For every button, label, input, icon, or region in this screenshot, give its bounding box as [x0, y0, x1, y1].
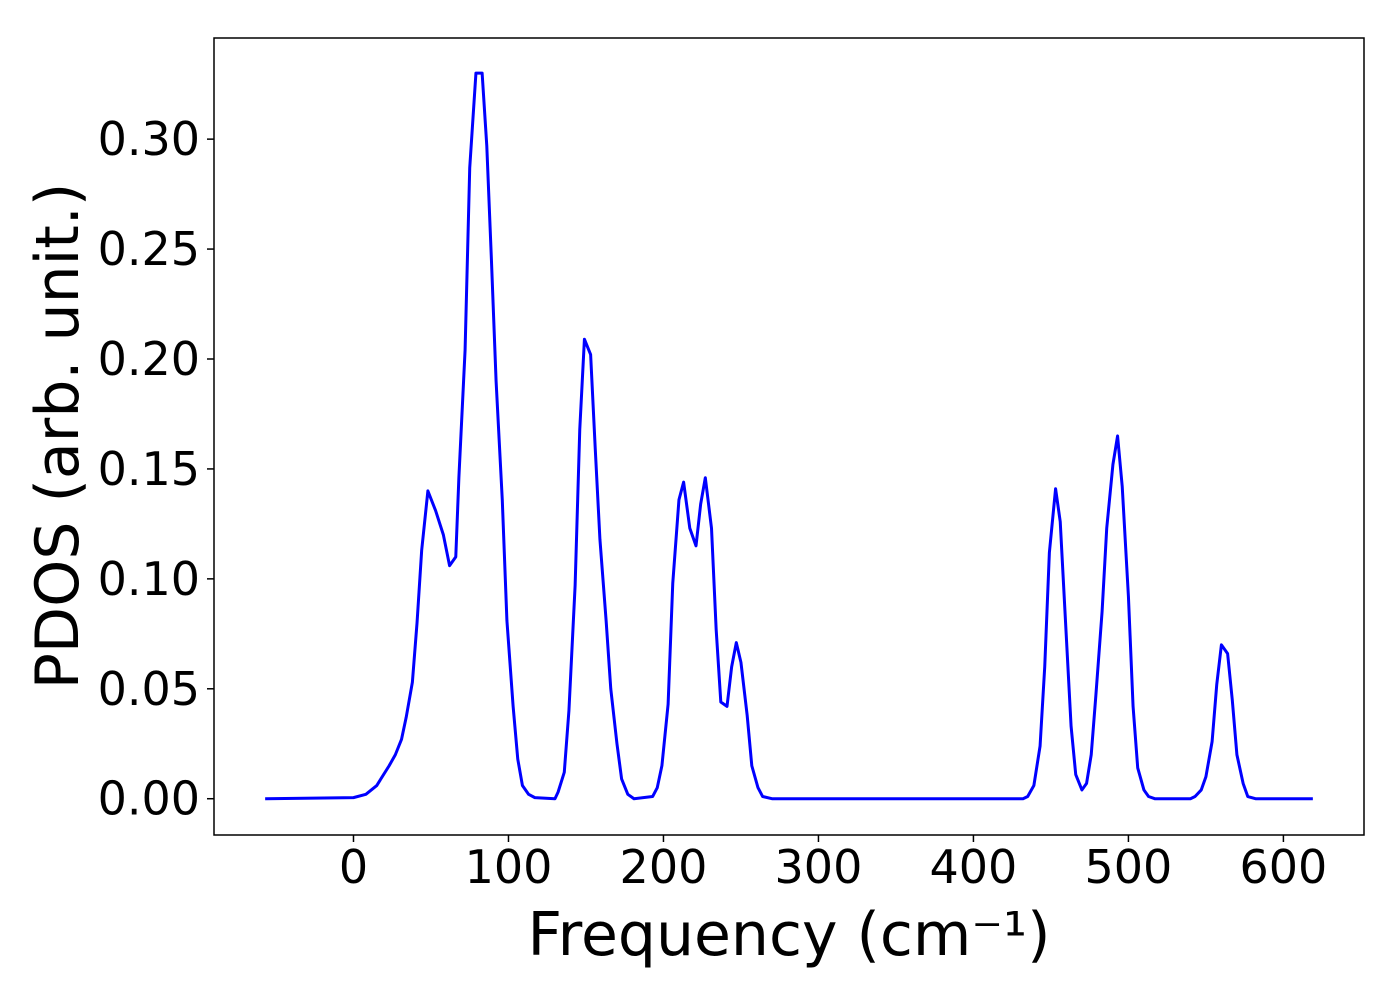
y-tick-label: 0.10 [98, 552, 200, 606]
plot-frame [213, 37, 1365, 836]
x-tick-label: 600 [1240, 840, 1328, 894]
y-tick-label: 0.30 [98, 112, 200, 166]
y-tick-label: 0.05 [98, 662, 200, 716]
x-tick-label: 300 [775, 840, 863, 894]
x-tick-label: 400 [930, 840, 1018, 894]
y-axis-label: PDOS (arb. unit.) [23, 183, 93, 690]
y-tick-label: 0.00 [98, 772, 200, 826]
x-tick-label: 500 [1085, 840, 1173, 894]
y-tick-label: 0.25 [98, 222, 200, 276]
y-tick-label: 0.15 [98, 442, 200, 496]
x-tick-label: 100 [465, 840, 553, 894]
x-tick-label: 200 [620, 840, 708, 894]
y-tick-label: 0.20 [98, 332, 200, 386]
x-tick-label: 0 [339, 840, 368, 894]
data-line [265, 71, 1313, 801]
x-axis-label: Frequency (cm⁻¹) [527, 900, 1050, 970]
